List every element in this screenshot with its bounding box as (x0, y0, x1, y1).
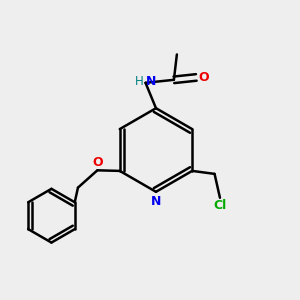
Text: H: H (134, 75, 143, 88)
Text: Cl: Cl (213, 199, 226, 212)
Text: O: O (92, 155, 103, 169)
Text: N: N (151, 195, 161, 208)
Text: N: N (146, 75, 156, 88)
Text: O: O (198, 71, 209, 84)
